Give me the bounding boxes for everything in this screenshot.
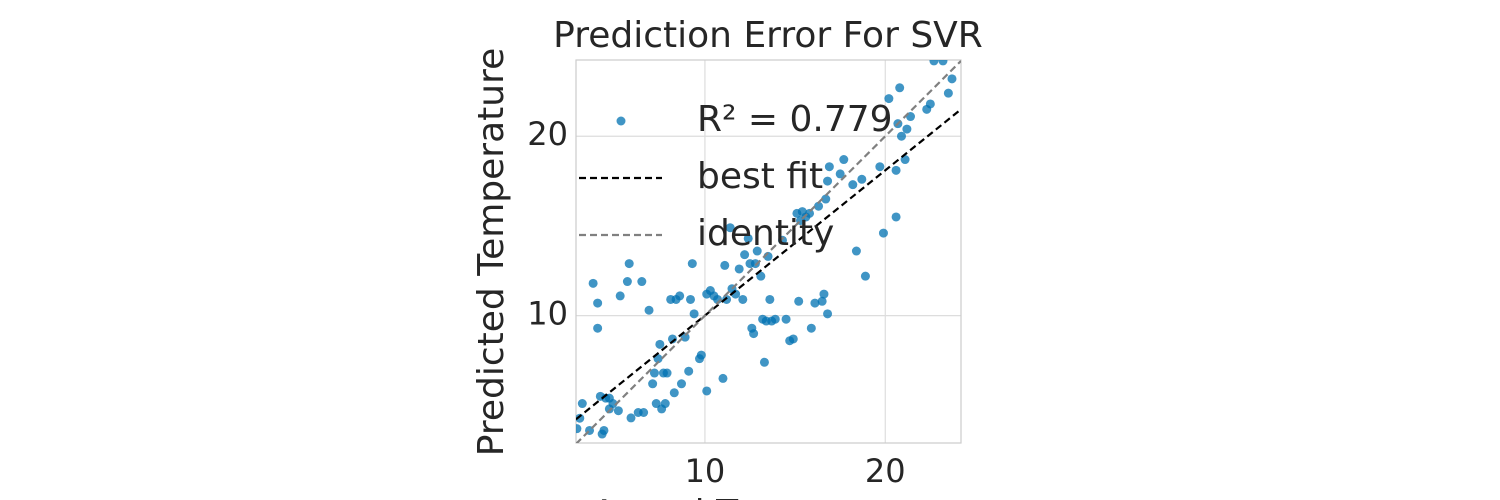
point — [669, 388, 679, 398]
y-tick-label: 20 — [527, 115, 568, 153]
point — [588, 278, 598, 288]
point — [608, 399, 618, 409]
fit-line — [576, 108, 961, 421]
point — [805, 208, 815, 218]
point — [770, 314, 780, 324]
point — [660, 399, 670, 409]
point — [684, 366, 694, 376]
point — [891, 165, 901, 175]
point — [752, 246, 762, 256]
point — [765, 294, 775, 304]
point — [662, 368, 672, 378]
point — [895, 83, 905, 93]
point — [817, 296, 827, 306]
point — [696, 350, 706, 360]
point — [878, 228, 888, 238]
point — [613, 406, 623, 416]
point — [925, 99, 935, 109]
x-tick-label: 20 — [865, 452, 906, 490]
point — [759, 357, 769, 367]
point — [577, 399, 587, 409]
legend-marker — [616, 116, 626, 126]
point — [806, 323, 816, 333]
fit-line — [576, 60, 961, 443]
point — [720, 260, 730, 270]
point — [655, 339, 665, 349]
point — [875, 162, 885, 172]
point — [648, 379, 658, 389]
point — [593, 298, 603, 308]
point — [777, 235, 787, 245]
point — [599, 425, 609, 435]
point — [675, 291, 685, 301]
point — [821, 194, 831, 204]
point — [622, 277, 632, 287]
point — [576, 413, 585, 423]
point — [749, 329, 759, 339]
point — [676, 379, 686, 389]
point — [718, 373, 728, 383]
point — [576, 424, 582, 434]
point — [626, 413, 636, 423]
point — [794, 296, 804, 306]
point — [947, 74, 957, 84]
point — [860, 271, 870, 281]
point — [788, 334, 798, 344]
point — [725, 223, 735, 233]
point — [615, 291, 625, 301]
point — [857, 174, 867, 184]
point — [819, 289, 829, 299]
point — [810, 298, 820, 308]
chart-title: Prediction Error For SVR — [553, 15, 983, 56]
point — [750, 259, 760, 269]
point — [781, 314, 791, 324]
point — [896, 131, 906, 141]
point — [593, 323, 603, 333]
point — [743, 233, 753, 243]
point — [851, 246, 861, 256]
point — [824, 162, 834, 172]
point — [938, 60, 948, 66]
point — [823, 309, 833, 319]
legend-label: R² = 0.779 — [697, 99, 893, 140]
legend-label: best fit — [697, 156, 823, 197]
legend-label: identity — [697, 213, 834, 254]
point — [734, 264, 744, 274]
point — [835, 169, 845, 179]
point — [689, 309, 699, 319]
point — [624, 259, 634, 269]
point — [929, 60, 939, 66]
point — [891, 212, 901, 222]
point — [848, 180, 858, 190]
x-axis-label: Actual Temperature — [592, 493, 944, 500]
point — [902, 124, 912, 134]
point — [687, 259, 697, 269]
point — [637, 277, 647, 287]
point — [680, 332, 690, 342]
point — [740, 250, 750, 260]
x-tick-label: 10 — [685, 452, 726, 490]
point — [702, 386, 712, 396]
point — [823, 176, 833, 186]
point — [738, 294, 748, 304]
plot-frame — [575, 59, 962, 444]
point — [943, 88, 953, 98]
point — [756, 271, 766, 281]
point — [884, 94, 894, 104]
point — [814, 201, 824, 211]
y-axis-label: Predicted Temperature — [471, 48, 512, 456]
point — [686, 294, 696, 304]
y-tick-label: 10 — [527, 295, 568, 333]
point — [644, 305, 654, 315]
plot-area — [576, 60, 961, 443]
point — [839, 155, 849, 165]
point — [639, 408, 649, 418]
point — [649, 368, 659, 378]
